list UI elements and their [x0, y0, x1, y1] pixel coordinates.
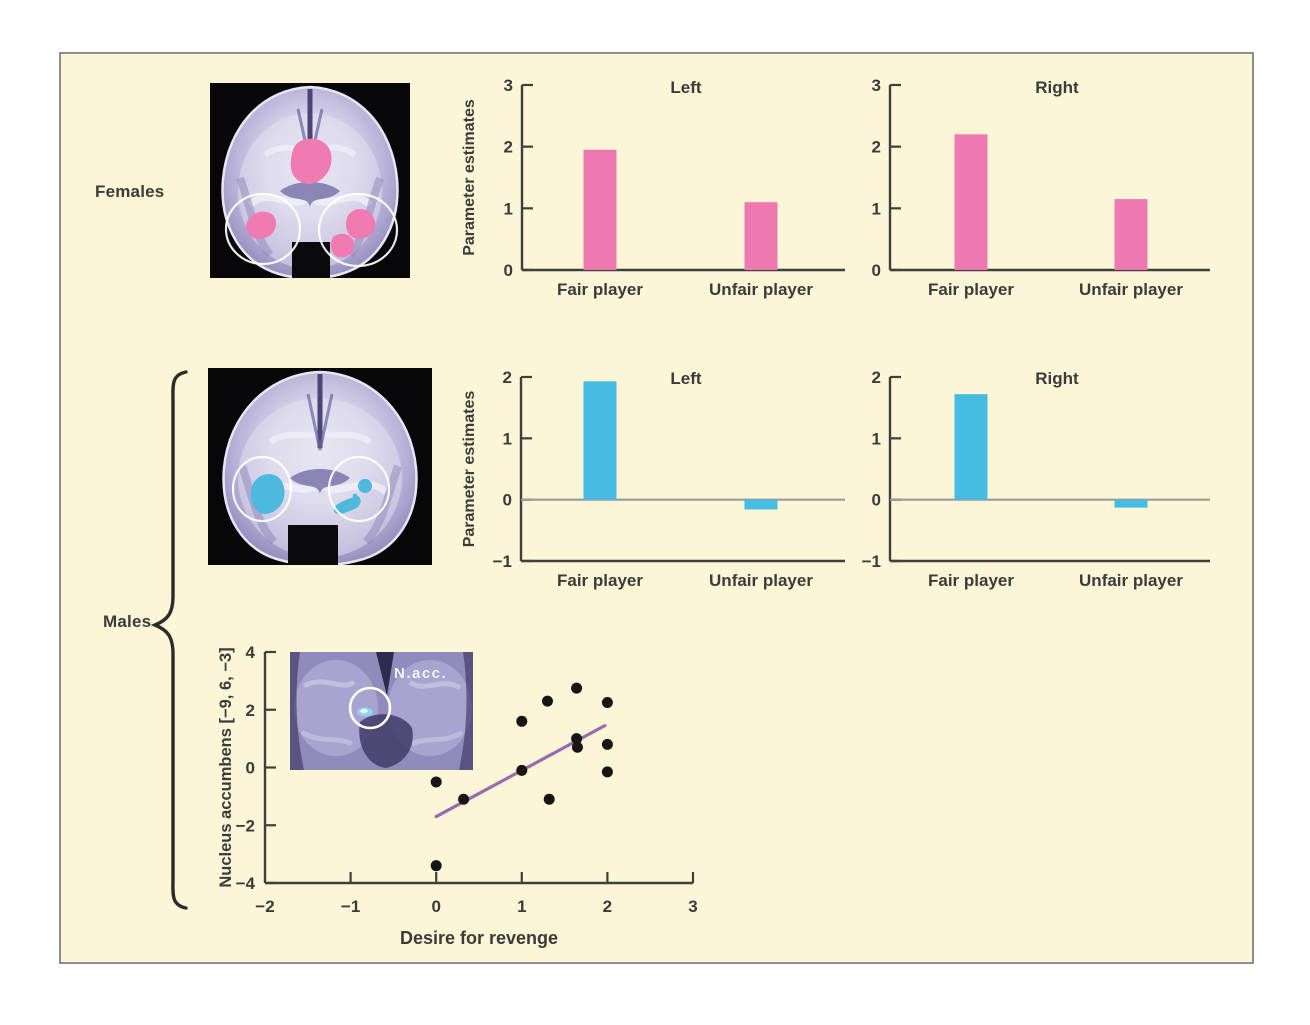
roi-circle-left	[231, 455, 293, 523]
males-brain-image	[208, 368, 432, 565]
nucleus-accumbens-inset-image: N.acc.	[290, 652, 473, 770]
activation-blob-right-2	[333, 496, 361, 514]
activation-blob-right	[358, 479, 372, 493]
roi-circle-right	[327, 455, 391, 523]
nacc-label: N.acc.	[394, 665, 447, 682]
activation-blob-right	[346, 208, 376, 239]
roi-circle	[348, 686, 392, 730]
activation-blob-right-2	[330, 233, 355, 258]
activation-dot-core	[360, 708, 368, 714]
females-label: Females	[95, 182, 165, 201]
brainstem-shadow	[288, 525, 338, 565]
inset-gyri	[302, 679, 462, 691]
roi-circle-right	[317, 192, 399, 268]
females-brain-image	[210, 83, 410, 278]
inset-gyri	[300, 729, 464, 747]
ventricles	[280, 182, 340, 207]
roi-circle-left	[224, 192, 302, 266]
inset-edge-shadow	[459, 652, 473, 770]
activation-blob-medial	[290, 138, 332, 184]
males-group-brace	[150, 370, 188, 910]
activation-blob-left	[246, 211, 277, 239]
inset-fissure	[376, 652, 394, 696]
midline-fissure	[306, 393, 334, 451]
activation-blob-left	[250, 474, 285, 514]
inset-edge-shadow	[290, 652, 304, 770]
ventricles	[290, 469, 350, 494]
males-label: Males	[103, 612, 152, 631]
brace-path	[150, 370, 188, 910]
